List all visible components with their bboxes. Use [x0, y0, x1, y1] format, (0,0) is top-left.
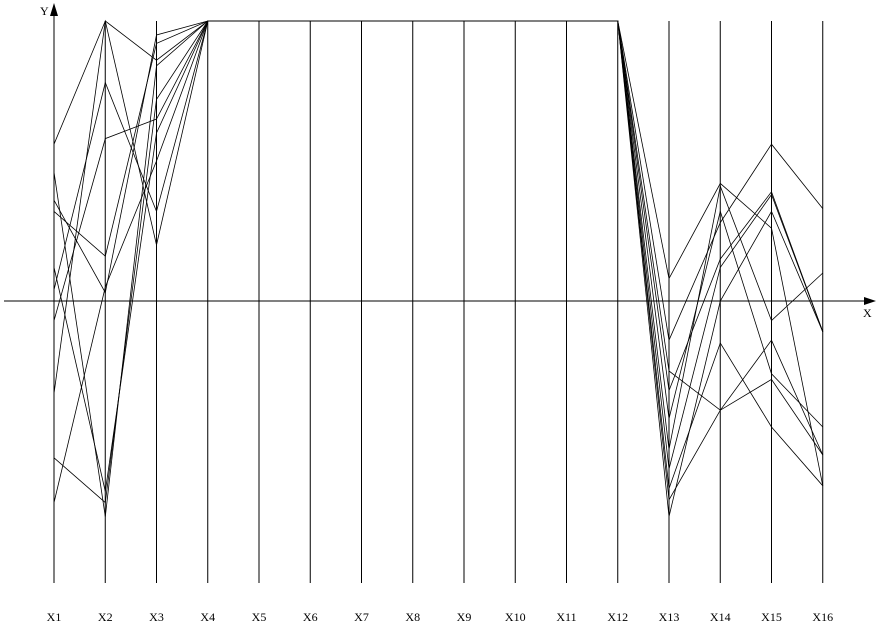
x-axis-arrow-icon: [864, 297, 876, 305]
tick-label-x7: X7: [354, 610, 369, 624]
tick-label-x4: X4: [200, 610, 215, 624]
x-axis: X: [4, 297, 876, 320]
tick-label-x14: X14: [710, 610, 731, 624]
tick-label-x9: X9: [457, 610, 472, 624]
tick-label-x8: X8: [405, 610, 420, 624]
tick-label-x16: X16: [812, 610, 833, 624]
tick-label-x6: X6: [303, 610, 318, 624]
series-line-10: [53, 20, 824, 492]
tick-label-x3: X3: [149, 610, 164, 624]
y-axis-label: Y: [40, 4, 49, 18]
tick-label-x12: X12: [607, 610, 628, 624]
data-lines: [53, 19, 824, 517]
series-line-4: [53, 20, 824, 393]
series-line-9: [53, 20, 824, 470]
series-line-5: [53, 20, 824, 428]
x-axis-label: X: [863, 306, 872, 320]
tick-label-x15: X15: [761, 610, 782, 624]
tick-label-x13: X13: [659, 610, 680, 624]
tick-label-x2: X2: [98, 610, 113, 624]
y-axis: Y: [40, 3, 58, 21]
tick-label-x10: X10: [505, 610, 526, 624]
y-axis-arrow-icon: [50, 3, 58, 16]
tick-label-x1: X1: [47, 610, 62, 624]
tick-label-x5: X5: [252, 610, 267, 624]
tick-label-x11: X11: [556, 610, 576, 624]
x-tick-labels: X1 X2 X3 X4 X5 X6 X7 X8 X9 X10 X11 X12 X13 X14 X15 X16: [47, 610, 833, 624]
